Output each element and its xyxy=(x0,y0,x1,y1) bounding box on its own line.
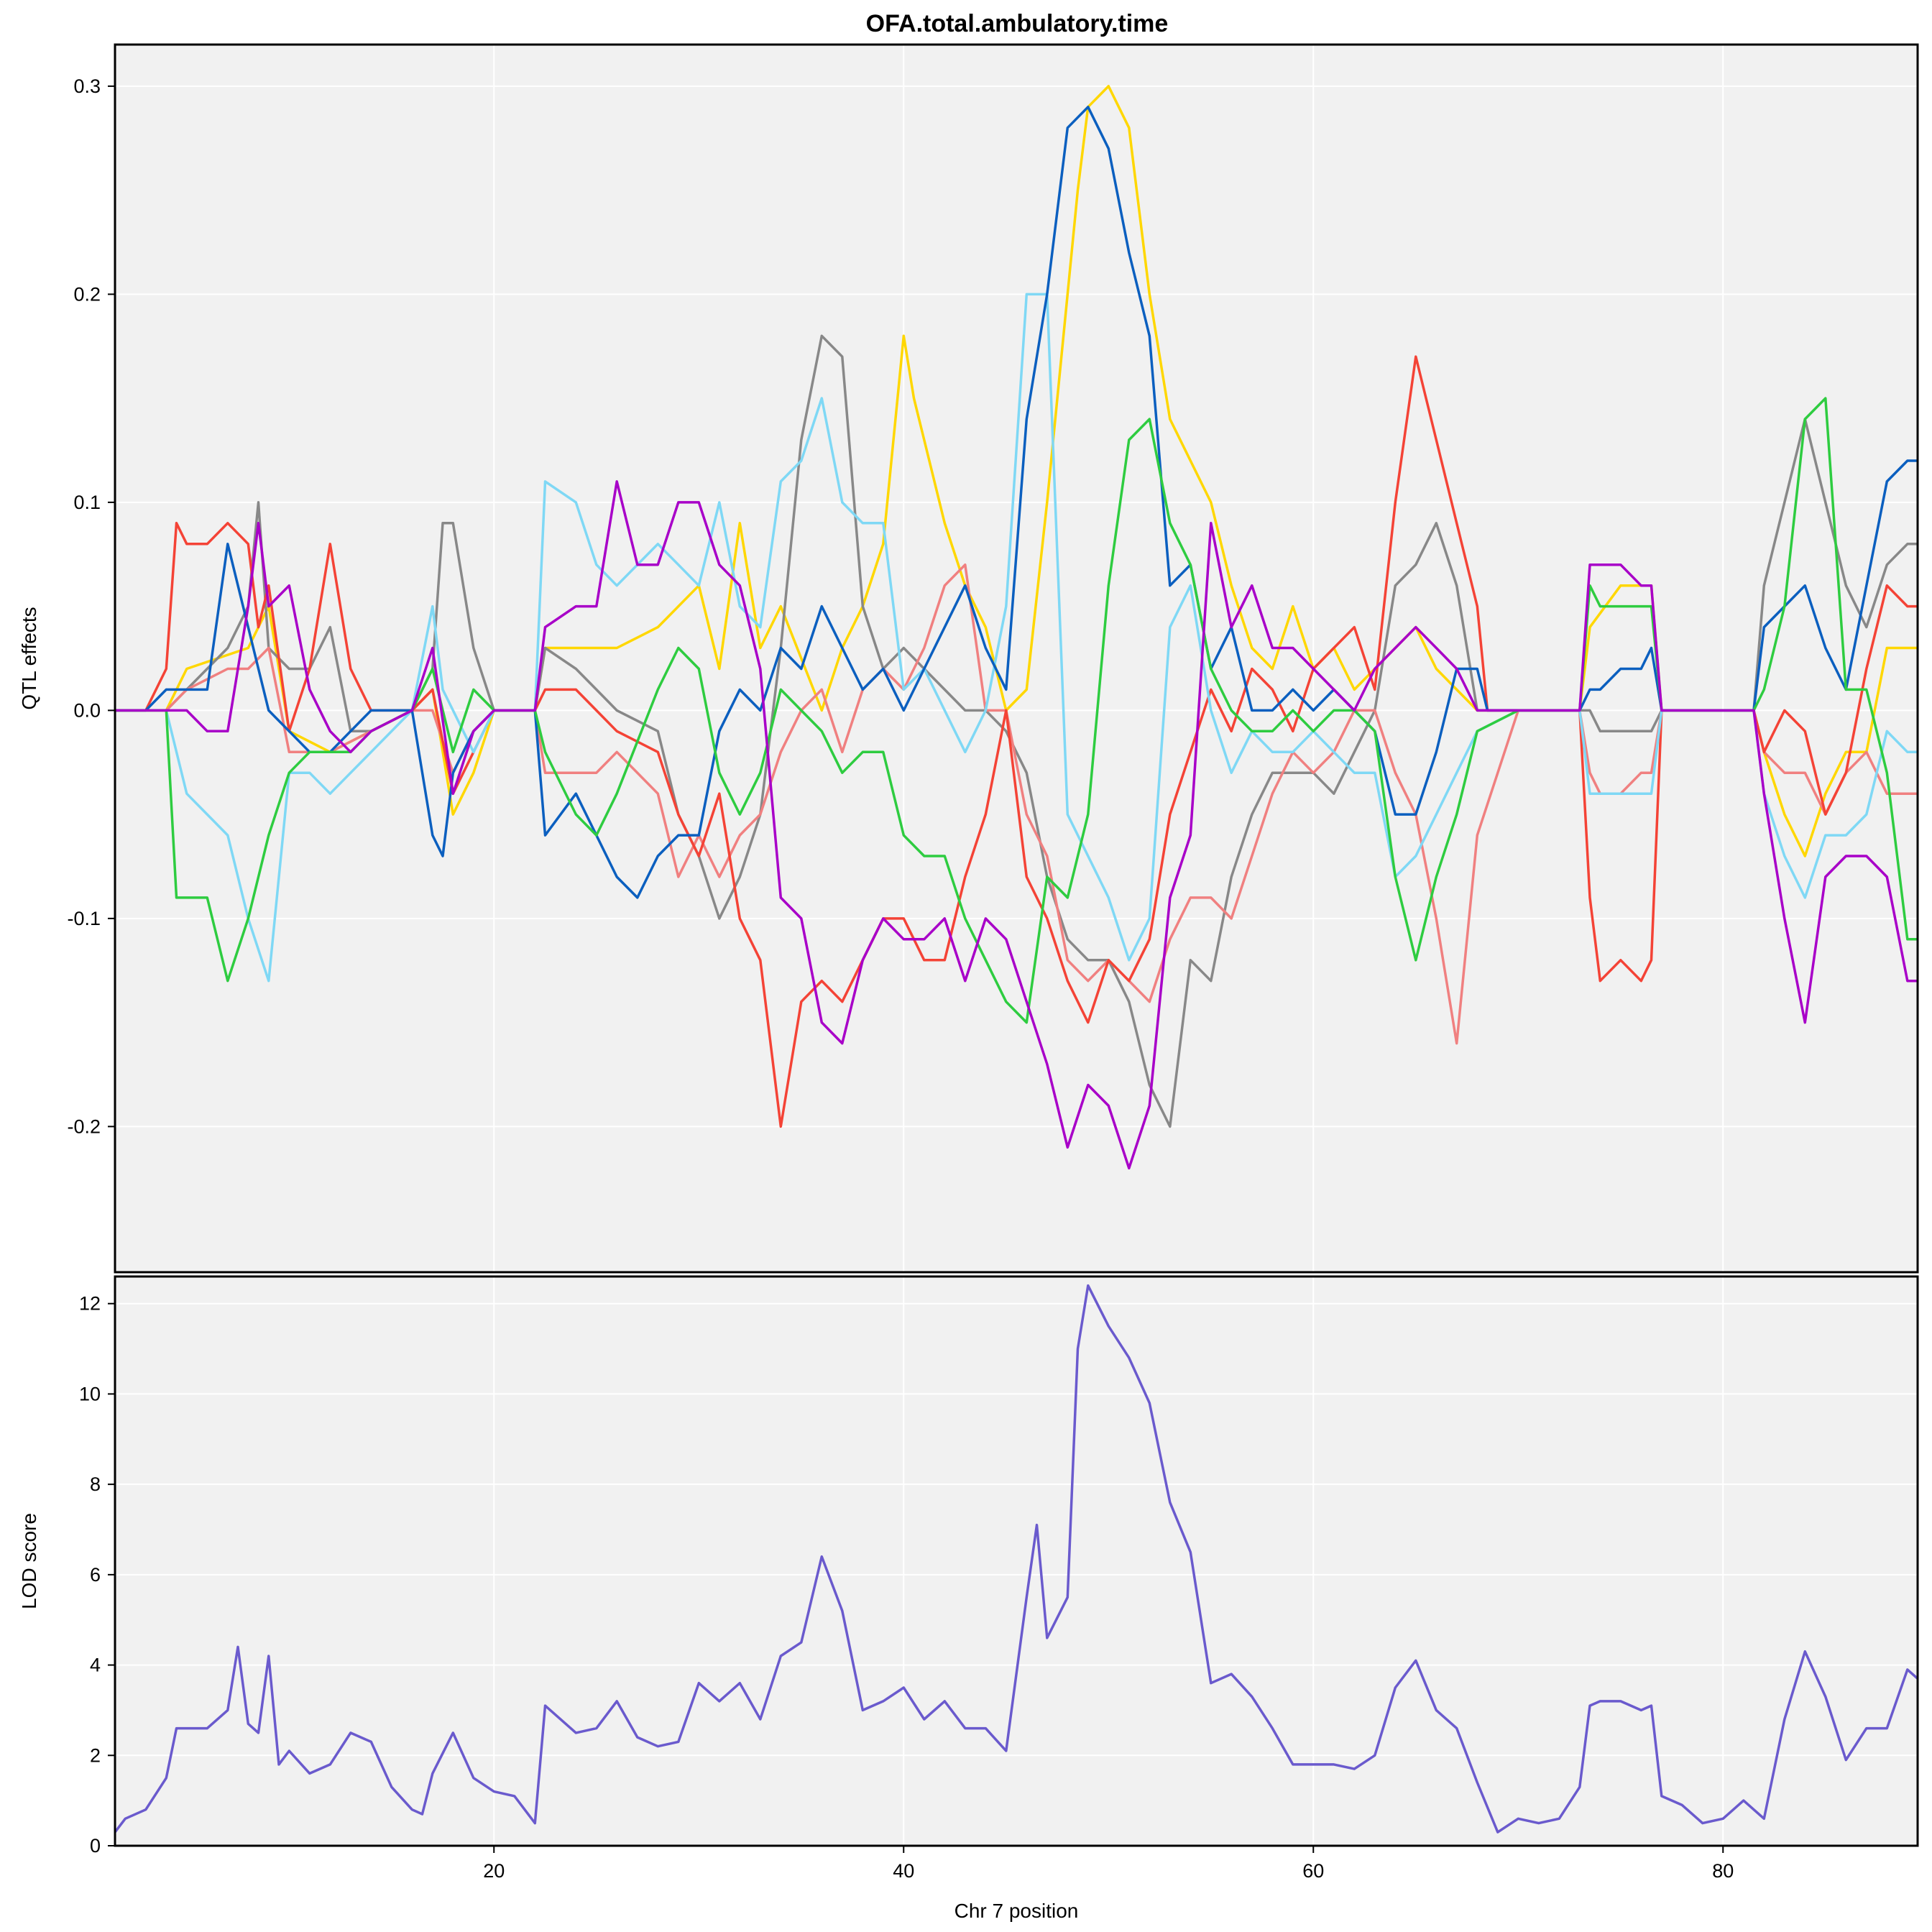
y-tick-label: 6 xyxy=(90,1564,101,1586)
y-tick-label: 0.0 xyxy=(73,699,101,721)
y-tick-label: 0.1 xyxy=(73,492,101,513)
x-tick-label: 60 xyxy=(1302,1860,1324,1882)
qtl-effects-y-ticks: -0.2 -0.1 0.0 0.1 0.2 0.3 xyxy=(67,75,115,1137)
qtl-effects-panel: -0.2 -0.1 0.0 0.1 0.2 0.3 QTL effects xyxy=(18,43,1919,1274)
y-tick-label: 2 xyxy=(90,1744,101,1766)
lod-score-y-axis-label: LOD score xyxy=(18,1513,40,1609)
lod-score-plot-area xyxy=(115,1276,1918,1846)
lod-score-frame xyxy=(114,1275,1919,1847)
y-tick-label: -0.2 xyxy=(67,1116,101,1137)
lod-score-y-ticks: 0 2 4 6 8 10 12 xyxy=(79,1293,115,1857)
y-tick-label: 0.2 xyxy=(73,283,101,305)
qtl-effects-y-axis-label: QTL effects xyxy=(18,607,40,709)
lod-score-panel: 0 2 4 6 8 10 12 20 40 60 80 LOD score Chr 7 posit… xyxy=(18,1275,1919,1922)
series-line-6 xyxy=(115,397,1918,1024)
series-line-1 xyxy=(115,334,1918,1128)
series-line-4 xyxy=(115,293,1918,983)
qtl-effects-frame xyxy=(114,43,1919,1274)
x-tick-label: 40 xyxy=(893,1860,914,1882)
qtl-effects-series xyxy=(115,85,1918,1170)
qtl-effects-grid xyxy=(115,45,1918,1272)
y-tick-label: 8 xyxy=(90,1473,101,1495)
series-line-5 xyxy=(115,106,1918,899)
x-tick-label: 20 xyxy=(483,1860,505,1882)
y-tick-label: 0.3 xyxy=(73,75,101,97)
series-line-7 xyxy=(115,480,1918,1170)
y-tick-label: 10 xyxy=(79,1383,101,1404)
x-axis-label: Chr 7 position xyxy=(954,1900,1079,1922)
y-tick-label: 4 xyxy=(90,1655,101,1676)
y-tick-label: -0.1 xyxy=(67,908,101,929)
series-line-0 xyxy=(114,1284,1919,1834)
y-tick-label: 12 xyxy=(79,1293,101,1315)
chart-title: OFA.total.ambulatory.time xyxy=(866,10,1169,37)
y-tick-label: 0 xyxy=(90,1835,101,1857)
lod-score-x-ticks: 20 40 60 80 xyxy=(483,1846,1734,1882)
x-tick-label: 80 xyxy=(1712,1860,1734,1882)
lod-score-series xyxy=(114,1284,1919,1834)
qtl-effects-plot-area xyxy=(115,45,1918,1272)
